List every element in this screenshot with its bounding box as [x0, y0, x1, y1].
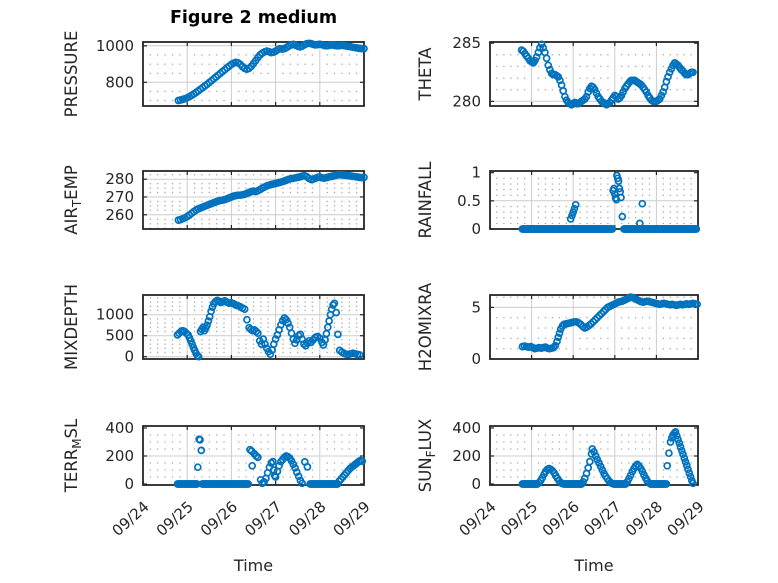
- x-tick-label: 09/24: [109, 498, 153, 540]
- axes-box: [489, 294, 699, 360]
- x-tick-label: 09/25: [153, 498, 197, 540]
- y-tick-label: 1000: [96, 306, 134, 324]
- x-axis-label: Time: [233, 556, 273, 575]
- x-tick-label: 09/28: [285, 498, 329, 540]
- scatter-markers: [518, 293, 702, 353]
- x-tick-label: 09/26: [539, 498, 583, 540]
- scatter-markers: [518, 171, 701, 233]
- major-grid: [143, 42, 364, 106]
- y-tick-label: 0.5: [457, 192, 481, 210]
- y-tick-label: 0: [471, 350, 481, 368]
- x-tick-label: 09/25: [497, 498, 541, 540]
- y-tick-label: 270: [105, 188, 134, 206]
- y-axis-label: H2OMIXRA: [416, 282, 435, 371]
- y-axis-label: TERRMSL: [62, 418, 84, 493]
- subplot-TERR_MSL: 0 200 400 TERRMSL 09/24 09/25 09/26 09/27 09/28 0…: [62, 418, 374, 575]
- y-tick-label: 285: [452, 34, 481, 52]
- axes-box: [489, 41, 699, 107]
- y-axis-label: RAINFALL: [416, 161, 435, 239]
- x-tick-label: 09/26: [197, 498, 241, 540]
- tick-marks: [489, 295, 699, 360]
- axes-box: [489, 170, 699, 230]
- tick-marks: [142, 295, 365, 359]
- y-tick-label: 0: [124, 348, 134, 366]
- subplot-SUN_FLUX: 0 200 400 SUNFLUX 09/2409/2509/2609/2709/280…: [416, 419, 708, 575]
- axes-box: [142, 41, 365, 107]
- y-tick-label: 800: [105, 73, 134, 91]
- x-tick-label: 09/28: [622, 498, 666, 540]
- y-tick-label: 5: [471, 298, 481, 316]
- y-tick-label: 500: [105, 327, 134, 345]
- y-tick-label: 200: [105, 447, 134, 465]
- subplot-H2OMIXRA: 0 5 H2OMIXRA: [416, 282, 702, 371]
- scatter-markers: [518, 428, 697, 488]
- figure-title: Figure 2 medium: [169, 8, 338, 28]
- tick-marks: [489, 171, 699, 230]
- major-grid: [490, 171, 698, 229]
- x-tick-label: 09/27: [241, 498, 285, 540]
- y-tick-label: 280: [452, 92, 481, 110]
- scatter-markers: [173, 435, 367, 488]
- y-tick-label: 0: [471, 220, 481, 238]
- scatter-markers: [517, 40, 697, 109]
- y-tick-label: 400: [452, 419, 481, 437]
- y-tick-label: 1: [471, 164, 481, 182]
- y-axis-label: AIRTEMP: [62, 165, 84, 235]
- x-tick-label: 09/27: [580, 498, 624, 540]
- tick-marks: [142, 42, 365, 106]
- scatter-markers: [174, 170, 368, 224]
- y-axis-label: SUNFLUX: [416, 419, 438, 493]
- y-tick-label: 1000: [96, 37, 134, 55]
- subplot-THETA: 280 285 THETA: [416, 34, 699, 110]
- x-tick-label: 09/29: [330, 498, 374, 540]
- y-tick-label: 400: [105, 419, 134, 437]
- y-tick-label: 0: [471, 475, 481, 493]
- x-axis-label: Time: [573, 556, 613, 575]
- axes-box: [142, 294, 365, 360]
- x-tick-label: 09/24: [456, 498, 500, 540]
- scatter-markers: [174, 39, 368, 105]
- x-tick-label: 09/29: [664, 498, 708, 540]
- scatter-markers: [173, 296, 364, 361]
- y-tick-label: 0: [124, 475, 134, 493]
- y-tick-label: 260: [105, 206, 134, 224]
- subplot-PRESSURE: 800 1000 PRESSURE: [62, 31, 368, 118]
- y-axis-label: MIXDEPTH: [62, 284, 81, 370]
- y-axis-label: THETA: [416, 47, 435, 102]
- minor-grid-dots: [496, 54, 692, 91]
- subplot-RAINFALL: 0 0.5 1 RAINFALL: [416, 161, 701, 239]
- y-axis-label: PRESSURE: [62, 31, 81, 118]
- y-tick-label: 280: [105, 170, 134, 188]
- minor-grid-dots: [149, 54, 358, 102]
- axes-box: [142, 170, 365, 230]
- y-tick-label: 200: [452, 447, 481, 465]
- subplot-MIXDEPTH: 0 500 1000 MIXDEPTH: [62, 284, 365, 370]
